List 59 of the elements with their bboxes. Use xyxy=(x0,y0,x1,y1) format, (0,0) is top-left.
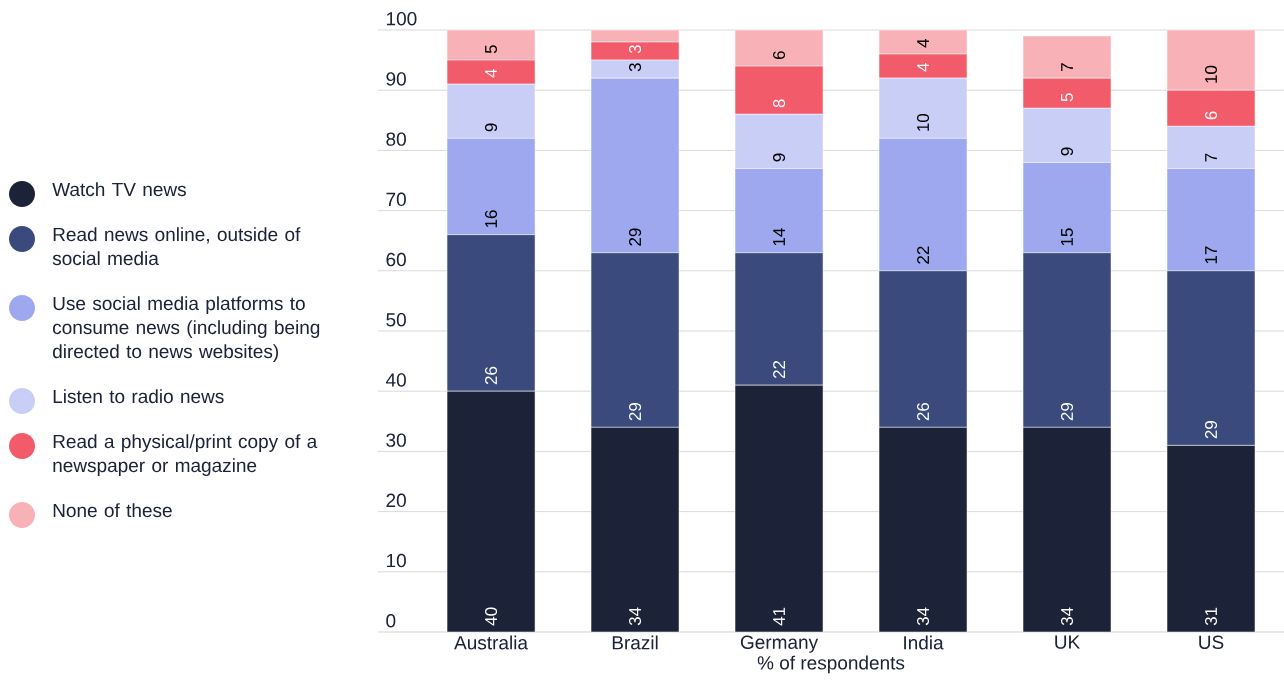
y-tick-label: 40 xyxy=(385,373,406,387)
legend-label: Read a physical/print copy of a newspaper or magazine xyxy=(53,434,318,476)
y-tick-label: 90 xyxy=(386,72,406,86)
x-tick-label: UK xyxy=(1055,635,1080,649)
data-label: 31 xyxy=(1205,607,1218,626)
data-label: 7 xyxy=(1061,63,1073,72)
data-label: 22 xyxy=(917,246,929,264)
y-tick-label: 30 xyxy=(386,433,406,447)
data-label: 14 xyxy=(773,228,785,246)
data-label: 4 xyxy=(917,38,929,48)
data-label: 5 xyxy=(485,45,497,54)
legend-label: Use social media platforms to consume news (including being directed to news websites) xyxy=(53,296,320,362)
y-tick-label: 60 xyxy=(386,252,406,267)
data-label: 4 xyxy=(485,69,497,78)
data-label: 17 xyxy=(1205,246,1217,264)
legend-label: None of these xyxy=(53,503,172,518)
data-label: 26 xyxy=(917,402,930,421)
data-label: 9 xyxy=(1060,147,1074,156)
x-tick-label: Australia xyxy=(454,635,528,650)
legend-label: Watch TV news xyxy=(52,182,186,197)
data-label: 6 xyxy=(1205,111,1218,120)
x-tick-label: US xyxy=(1199,635,1224,649)
legend-label: Listen to radio news xyxy=(53,389,224,404)
data-label: 9 xyxy=(773,153,786,162)
data-label: 29 xyxy=(1205,421,1218,439)
data-label: 5 xyxy=(1061,93,1073,102)
x-tick-label: India xyxy=(904,635,944,650)
data-label: 41 xyxy=(773,607,785,626)
data-label: 34 xyxy=(917,607,930,626)
data-label: 3 xyxy=(629,45,642,54)
data-label: 29 xyxy=(629,403,642,421)
y-tick-label: 100 xyxy=(386,12,417,26)
data-label: 15 xyxy=(1061,228,1073,246)
y-tick-label: 70 xyxy=(386,192,406,207)
x-axis-title: % of respondents xyxy=(757,655,905,674)
y-tick-label: 20 xyxy=(386,493,406,508)
data-label: 10 xyxy=(917,113,930,131)
data-label: 9 xyxy=(485,123,498,132)
data-label: 22 xyxy=(773,360,785,379)
data-label: 29 xyxy=(1060,403,1074,421)
data-label: 7 xyxy=(1205,153,1217,162)
data-label: 34 xyxy=(629,607,642,626)
legend-label: Read news online, outside of social media xyxy=(52,227,301,266)
data-label: 8 xyxy=(773,99,786,108)
data-label: 4 xyxy=(917,63,929,72)
data-label: 34 xyxy=(1060,607,1074,626)
data-label: 29 xyxy=(629,228,642,246)
x-tick-label: Germany xyxy=(740,635,819,653)
y-tick-label: 50 xyxy=(386,313,406,327)
y-tick-label: 0 xyxy=(386,614,396,628)
data-label: 40 xyxy=(485,607,498,626)
data-label: 10 xyxy=(1205,65,1218,83)
data-label: 6 xyxy=(773,51,786,60)
x-tick-label: Brazil xyxy=(612,635,658,650)
y-tick-label: 80 xyxy=(386,132,406,146)
data-label: 3 xyxy=(629,63,642,72)
data-label: 26 xyxy=(485,366,498,385)
y-tick-label: 10 xyxy=(386,553,406,568)
data-label: 16 xyxy=(485,210,498,228)
